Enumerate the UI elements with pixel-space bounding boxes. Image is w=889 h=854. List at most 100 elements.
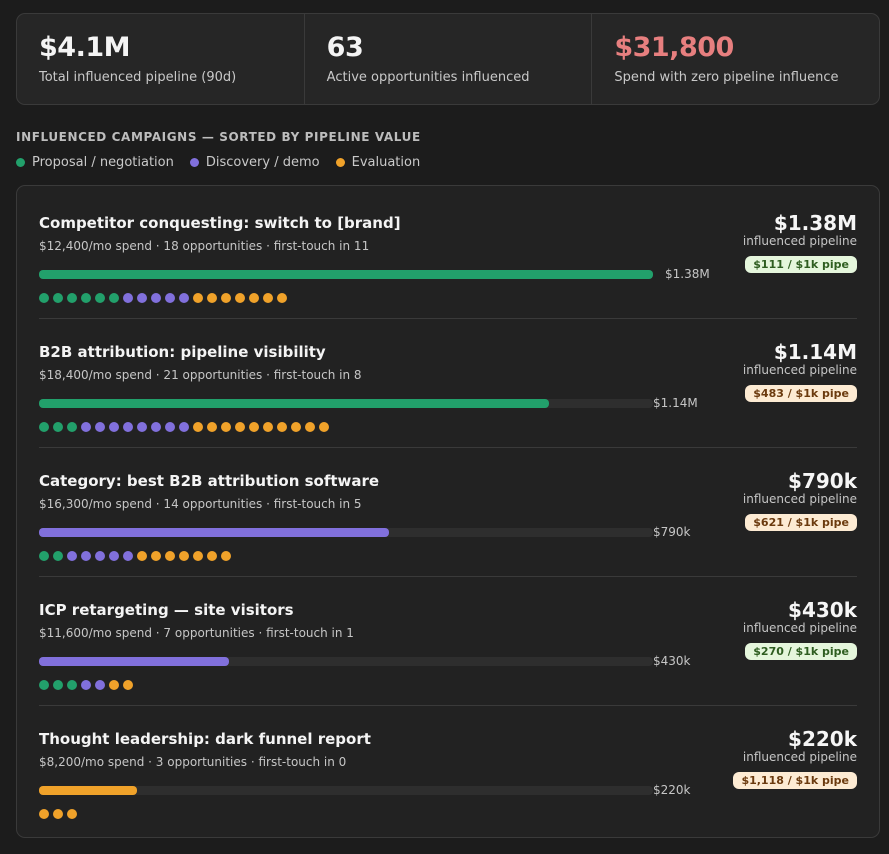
evaluation-opportunity-dot: [67, 809, 77, 819]
campaign-title: Category: best B2B attribution software: [39, 472, 380, 490]
evaluation-opportunity-dot: [179, 551, 189, 561]
discovery-opportunity-dot: [81, 422, 91, 432]
opportunity-dots: [39, 551, 231, 561]
proposal-opportunity-dot: [39, 551, 49, 561]
discovery-opportunity-dot: [109, 422, 119, 432]
campaign-row[interactable]: Thought leadership: dark funnel report $…: [39, 706, 857, 835]
evaluation-opportunity-dot: [123, 680, 133, 690]
stat-active-opportunities: 63 Active opportunities influenced: [305, 14, 593, 104]
proposal-opportunity-dot: [39, 293, 49, 303]
evaluation-opportunity-dot: [291, 422, 301, 432]
evaluation-opportunity-dot: [249, 293, 259, 303]
pipeline-caption: influenced pipeline: [742, 234, 857, 248]
pipeline-value: $220k: [788, 727, 857, 751]
evaluation-opportunity-dot: [305, 422, 315, 432]
discovery-opportunity-dot: [165, 293, 175, 303]
stat-label: Total influenced pipeline (90d): [39, 70, 237, 85]
campaign-row[interactable]: ICP retargeting — site visitors $11,600/…: [39, 577, 857, 706]
campaign-row[interactable]: Category: best B2B attribution software …: [39, 448, 857, 577]
campaign-subtitle: $18,400/mo spend · 21 opportunities · fi…: [39, 368, 362, 382]
pipeline-bar-track: [39, 657, 653, 666]
campaign-title: Thought leadership: dark funnel report: [39, 730, 371, 748]
proposal-opportunity-dot: [53, 680, 63, 690]
evaluation-opportunity-dot: [193, 422, 203, 432]
discovery-opportunity-dot: [109, 551, 119, 561]
campaign-title: B2B attribution: pipeline visibility: [39, 343, 326, 361]
evaluation-opportunity-dot: [221, 293, 231, 303]
proposal-opportunity-dot: [39, 680, 49, 690]
stage-legend: Proposal / negotiation Discovery / demo …: [16, 155, 420, 170]
discovery-opportunity-dot: [95, 422, 105, 432]
campaign-subtitle: $16,300/mo spend · 14 opportunities · fi…: [39, 497, 362, 511]
pipeline-bar-fill: [39, 270, 653, 279]
evaluation-opportunity-dot: [249, 422, 259, 432]
discovery-opportunity-dot: [151, 293, 161, 303]
discovery-opportunity-dot: [67, 551, 77, 561]
discovery-opportunity-dot: [151, 422, 161, 432]
pipeline-bar-fill: [39, 657, 229, 666]
proposal-opportunity-dot: [53, 293, 63, 303]
pipeline-bar-fill: [39, 786, 137, 795]
legend-item-evaluation: Evaluation: [335, 155, 421, 170]
pipeline-value: $430k: [788, 598, 857, 622]
pipeline-caption: influenced pipeline: [742, 363, 857, 377]
proposal-opportunity-dot: [53, 422, 63, 432]
pipeline-caption: influenced pipeline: [742, 492, 857, 506]
campaign-subtitle: $11,600/mo spend · 7 opportunities · fir…: [39, 626, 354, 640]
proposal-dot-icon: [16, 158, 25, 167]
efficiency-badge: $111 / $1k pipe: [745, 256, 857, 273]
discovery-opportunity-dot: [123, 293, 133, 303]
evaluation-opportunity-dot: [207, 293, 217, 303]
discovery-opportunity-dot: [165, 422, 175, 432]
proposal-opportunity-dot: [109, 293, 119, 303]
efficiency-badge: $1,118 / $1k pipe: [733, 772, 857, 789]
evaluation-opportunity-dot: [221, 551, 231, 561]
pipeline-bar-track: [39, 399, 653, 408]
stat-value: $31,800: [614, 32, 734, 63]
efficiency-badge: $621 / $1k pipe: [745, 514, 857, 531]
campaign-row[interactable]: Competitor conquesting: switch to [brand…: [39, 190, 857, 319]
pipeline-summary: $220k influenced pipeline $1,118 / $1k p…: [733, 726, 857, 789]
opportunity-dots: [39, 809, 77, 819]
proposal-opportunity-dot: [67, 680, 77, 690]
bar-value-label: $220k: [653, 783, 691, 797]
evaluation-opportunity-dot: [193, 293, 203, 303]
pipeline-caption: influenced pipeline: [742, 621, 857, 635]
section-title: INFLUENCED CAMPAIGNS — SORTED BY PIPELIN…: [16, 130, 421, 144]
pipeline-value: $1.14M: [773, 340, 857, 364]
evaluation-opportunity-dot: [221, 422, 231, 432]
pipeline-summary: $430k influenced pipeline $270 / $1k pip…: [743, 597, 857, 660]
legend-label: Evaluation: [351, 155, 421, 170]
evaluation-opportunity-dot: [263, 422, 273, 432]
evaluation-opportunity-dot: [165, 551, 175, 561]
opportunity-dots: [39, 293, 287, 303]
stat-value: 63: [326, 32, 364, 63]
campaign-title: Competitor conquesting: switch to [brand…: [39, 214, 401, 232]
campaign-title: ICP retargeting — site visitors: [39, 601, 294, 619]
stat-total-pipeline: $4.1M Total influenced pipeline (90d): [17, 14, 305, 104]
evaluation-opportunity-dot: [235, 422, 245, 432]
proposal-opportunity-dot: [53, 551, 63, 561]
legend-item-proposal: Proposal / negotiation: [16, 155, 174, 170]
evaluation-opportunity-dot: [235, 293, 245, 303]
discovery-opportunity-dot: [81, 551, 91, 561]
pipeline-bar-track: [39, 528, 653, 537]
campaign-subtitle: $12,400/mo spend · 18 opportunities · fi…: [39, 239, 370, 253]
stat-label: Spend with zero pipeline influence: [614, 70, 839, 85]
discovery-opportunity-dot: [137, 422, 147, 432]
summary-stats: $4.1M Total influenced pipeline (90d) 63…: [16, 13, 880, 105]
efficiency-badge: $270 / $1k pipe: [745, 643, 857, 660]
evaluation-opportunity-dot: [263, 293, 273, 303]
bar-value-label: $1.14M: [653, 396, 698, 410]
pipeline-summary: $1.14M influenced pipeline $483 / $1k pi…: [743, 339, 857, 402]
campaign-list: Competitor conquesting: switch to [brand…: [16, 185, 880, 838]
proposal-opportunity-dot: [67, 422, 77, 432]
discovery-opportunity-dot: [95, 680, 105, 690]
legend-label: Discovery / demo: [205, 155, 320, 170]
campaign-row[interactable]: B2B attribution: pipeline visibility $18…: [39, 319, 857, 448]
proposal-opportunity-dot: [39, 422, 49, 432]
evaluation-opportunity-dot: [277, 293, 287, 303]
stat-zero-influence-spend: $31,800 Spend with zero pipeline influen…: [592, 14, 879, 104]
discovery-opportunity-dot: [81, 680, 91, 690]
pipeline-caption: influenced pipeline: [742, 750, 857, 764]
